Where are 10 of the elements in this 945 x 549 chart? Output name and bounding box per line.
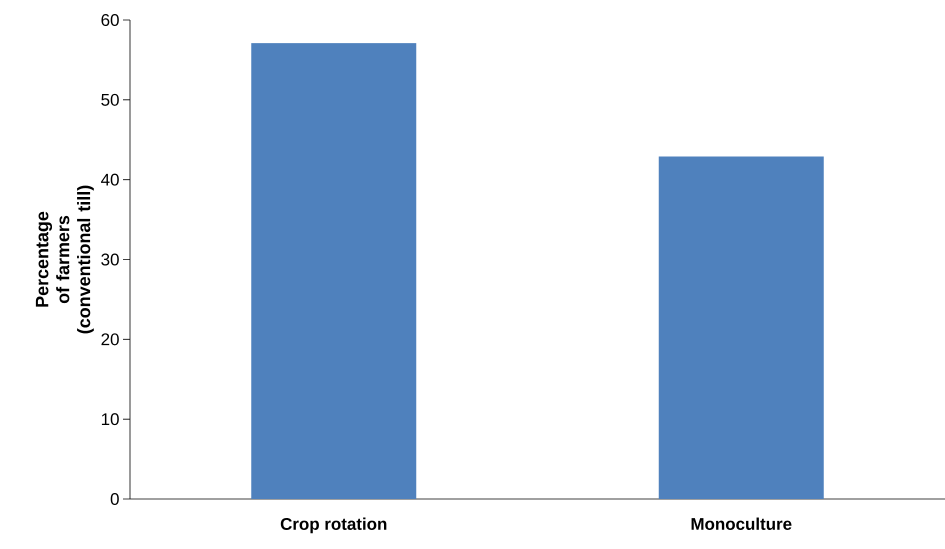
- y-tick-label: 40: [101, 174, 119, 186]
- y-axis-title: Percentage of farmers (conventional till): [36, 186, 94, 334]
- y-tick-label: 50: [101, 94, 119, 106]
- y-tick-label: 60: [102, 14, 119, 26]
- x-tick-label: Monoculture: [692, 518, 792, 530]
- y-tick-label: 20: [102, 333, 119, 346]
- x-tick-label: Crop rotation: [280, 518, 386, 534]
- y-tick-label: 10: [102, 413, 119, 426]
- y-tick-label: 30: [101, 254, 119, 266]
- y-tick-label: 0: [110, 493, 119, 505]
